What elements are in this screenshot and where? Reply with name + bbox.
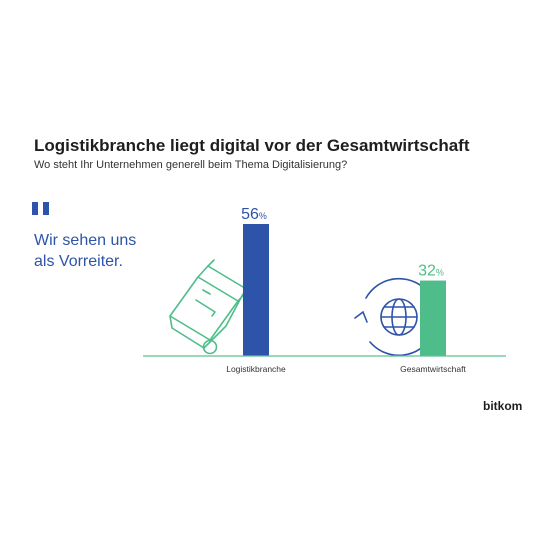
category-label-logistikbranche: Logistikbranche [226, 364, 286, 374]
value-label-gesamtwirtschaft: 32% [418, 263, 444, 280]
hand-truck-icon [169, 259, 266, 355]
bar-gesamtwirtschaft [420, 280, 446, 356]
chart-title: Logistikbranche liegt digital vor der Ge… [34, 136, 470, 155]
bar-logistikbranche [243, 224, 269, 356]
quote-icon [32, 202, 49, 215]
quote-line-1: Wir sehen uns [34, 232, 137, 249]
bitkom-logo: bitkom [483, 399, 523, 413]
chart-subtitle: Wo steht Ihr Unternehmen generell beim T… [34, 159, 348, 171]
category-label-gesamtwirtschaft: Gesamtwirtschaft [400, 364, 466, 374]
value-label-logistikbranche: 56% [241, 206, 267, 223]
quote-text: Wir sehen uns als Vorreiter. [34, 230, 136, 272]
quote-line-2: als Vorreiter. [34, 253, 123, 270]
